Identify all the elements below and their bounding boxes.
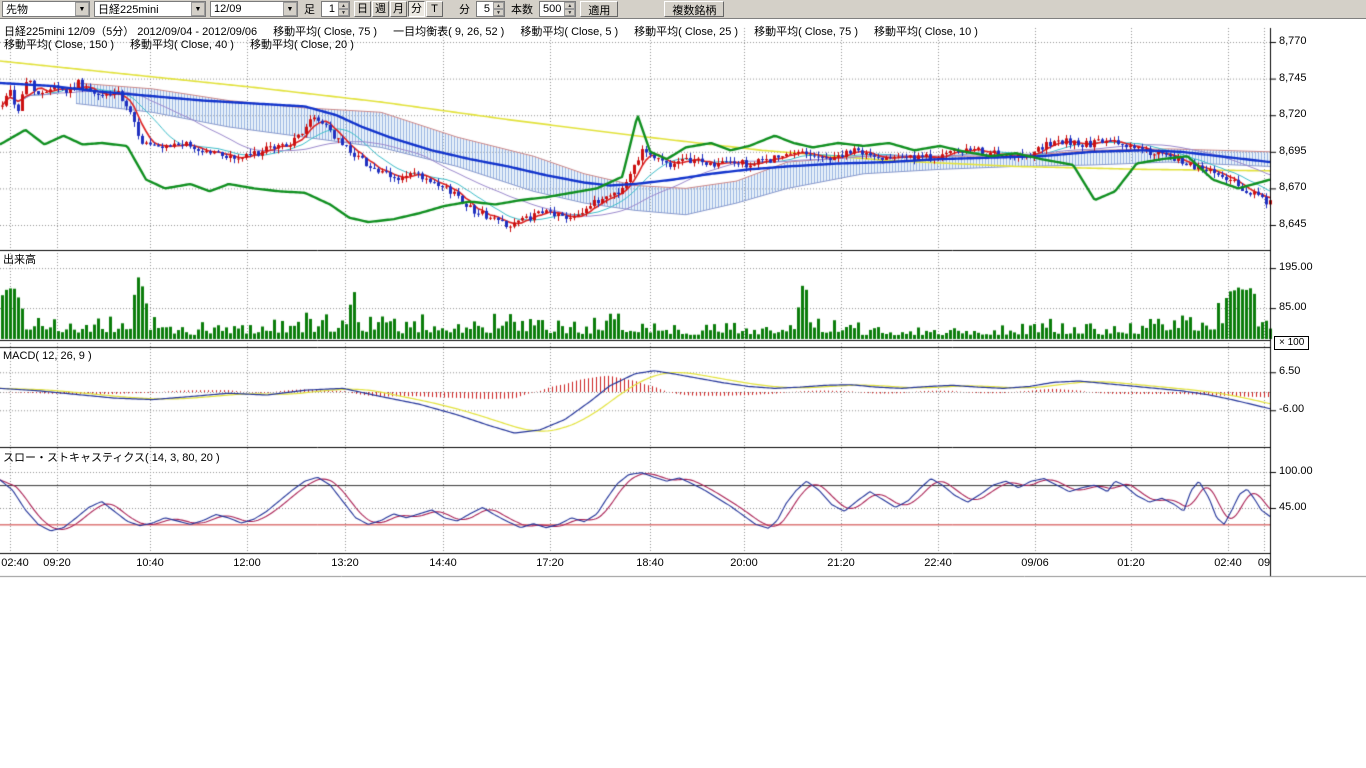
bar-count-label: 本数: [511, 1, 533, 17]
market-select[interactable]: 先物 ▼: [2, 1, 90, 17]
period-button-日[interactable]: 日: [354, 1, 371, 17]
symbol-select-value: 日経225mini: [95, 1, 162, 17]
bar-count-spinner-icon[interactable]: ▲▼: [564, 2, 575, 16]
bar-interval-value: 1: [322, 3, 338, 15]
minute-label: 分: [459, 1, 470, 17]
contract-select-value: 12/09: [211, 3, 245, 15]
bar-interval-spinner-icon[interactable]: ▲▼: [338, 2, 349, 16]
bar-count-stepper[interactable]: 500 ▲▼: [539, 1, 576, 17]
market-select-value: 先物: [3, 1, 31, 17]
minute-stepper[interactable]: 5 ▲▼: [476, 1, 505, 17]
bar-count-value: 500: [540, 3, 564, 15]
period-button-group: 日週月分T: [354, 1, 443, 17]
contract-select-arrow-icon[interactable]: ▼: [283, 2, 297, 16]
symbol-select[interactable]: 日経225mini ▼: [94, 1, 206, 17]
period-button-分[interactable]: 分: [408, 1, 425, 17]
toolbar: 先物 ▼ 日経225mini ▼ 12/09 ▼ 足 1 ▲▼ 日週月分T 分 …: [0, 0, 1366, 19]
apply-button[interactable]: 適用: [580, 1, 618, 17]
period-button-週[interactable]: 週: [372, 1, 389, 17]
chart-application-window: 先物 ▼ 日経225mini ▼ 12/09 ▼ 足 1 ▲▼ 日週月分T 分 …: [0, 0, 1366, 768]
minute-value: 5: [477, 3, 493, 15]
bar-interval-stepper[interactable]: 1 ▲▼: [321, 1, 350, 17]
market-select-arrow-icon[interactable]: ▼: [75, 2, 89, 16]
contract-select[interactable]: 12/09 ▼: [210, 1, 298, 17]
chart-canvas[interactable]: [0, 0, 1366, 580]
bar-type-label: 足: [304, 1, 315, 17]
multi-symbol-button[interactable]: 複数銘柄: [664, 1, 724, 17]
period-button-月[interactable]: 月: [390, 1, 407, 17]
symbol-select-arrow-icon[interactable]: ▼: [191, 2, 205, 16]
minute-spinner-icon[interactable]: ▲▼: [493, 2, 504, 16]
period-button-T[interactable]: T: [426, 1, 443, 17]
